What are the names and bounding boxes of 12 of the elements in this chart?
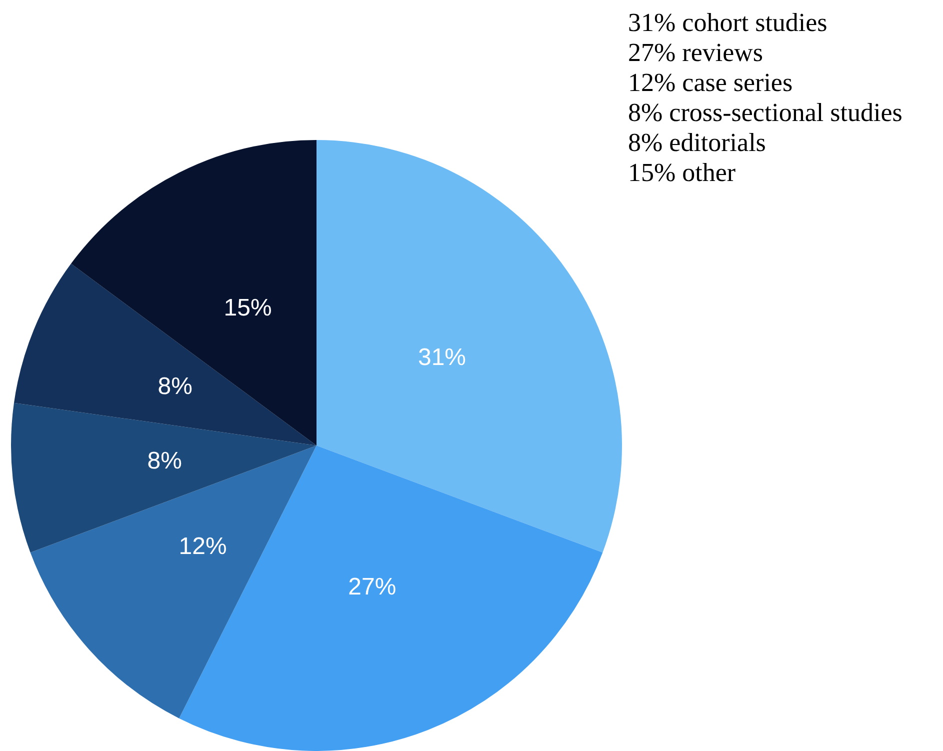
data-label: 8% <box>147 448 182 475</box>
data-label: 12% <box>178 533 227 560</box>
text: 15% other <box>628 158 737 188</box>
text: 12% case series <box>628 68 794 98</box>
data-label: 15% <box>224 294 272 322</box>
text: 8% editorials <box>628 128 767 158</box>
data-label: 8% <box>158 373 192 400</box>
data-label: 31% <box>418 344 466 372</box>
data-label: 27% <box>348 573 396 600</box>
text: 31% cohort studies <box>628 8 828 38</box>
text: 8% cross-sectional studies <box>628 98 902 128</box>
text: 27% reviews <box>628 38 764 68</box>
